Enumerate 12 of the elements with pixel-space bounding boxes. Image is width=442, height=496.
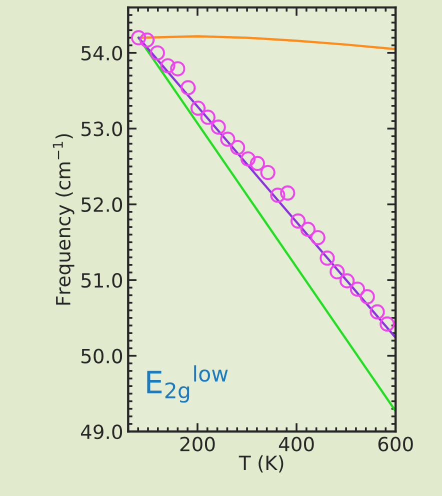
y-tick-label: 54.0 <box>82 46 122 61</box>
y-axis-title: Frequency (cm$^{−1}$) <box>52 134 74 305</box>
x-tick-label: 600 <box>378 436 413 452</box>
x-axis-title: T (K) <box>238 455 284 473</box>
y-tick-label: 53.0 <box>82 122 122 136</box>
annotation: E$_{2g}$$^{low}$ <box>147 365 228 403</box>
y-tick-label: 52.0 <box>82 197 122 212</box>
x-tick-label: 400 <box>278 436 314 452</box>
y-tick-label: 51.0 <box>82 273 122 288</box>
y-tick-label: 50.0 <box>82 348 122 364</box>
x-tick-label: 200 <box>180 436 215 452</box>
y-tick-label: 49.0 <box>80 424 122 440</box>
